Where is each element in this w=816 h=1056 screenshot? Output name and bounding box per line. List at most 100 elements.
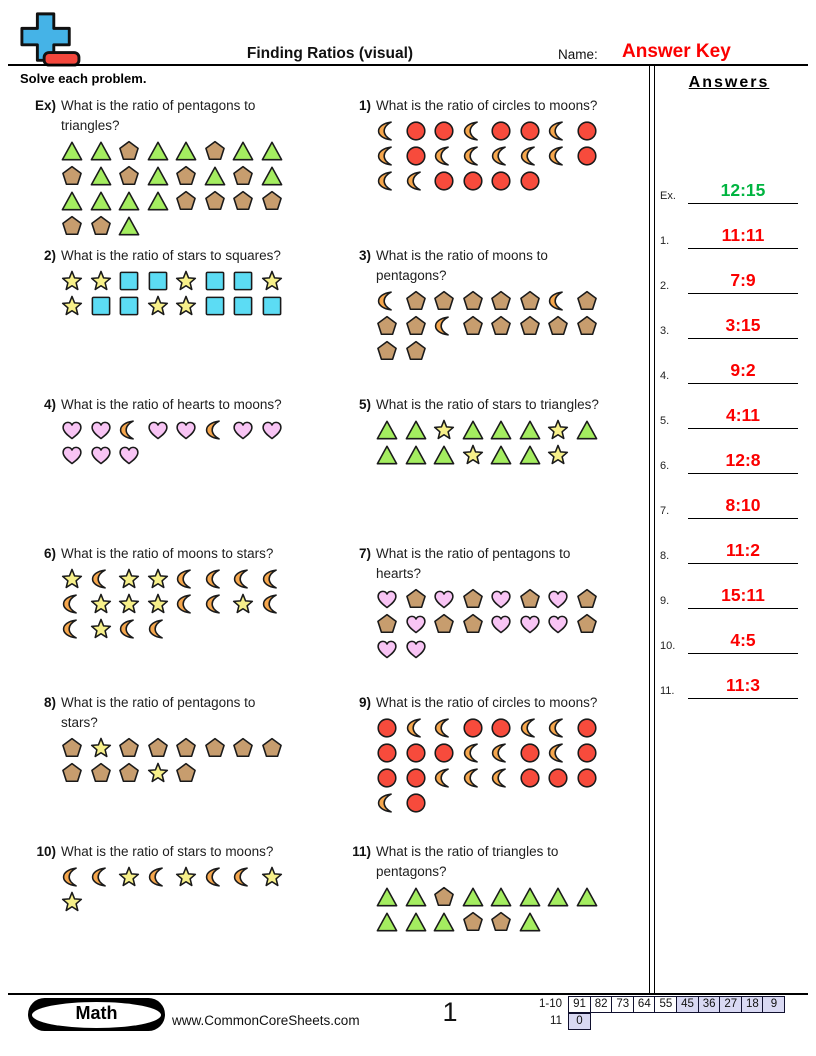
triangle-icon xyxy=(376,444,398,466)
moon-icon xyxy=(462,145,484,167)
answer-number: 8. xyxy=(660,550,670,562)
problem-number: 5) xyxy=(358,397,371,412)
problem-number: 11) xyxy=(352,844,371,859)
answer-value: 15:11 xyxy=(721,585,765,605)
shape-row xyxy=(376,588,653,613)
answers-panel: Answers Ex. 12:15 1. 11:11 2. 7:9 3. 3:15 4. 9:2 5… xyxy=(656,64,808,995)
pentagon-icon xyxy=(376,315,398,337)
problem-question: What is the ratio of triangles to pentago… xyxy=(376,844,559,879)
triangle-icon xyxy=(61,190,83,212)
pentagon-icon xyxy=(490,315,512,337)
pentagon-icon xyxy=(405,588,427,610)
star-icon xyxy=(147,568,169,590)
problem-number: 1) xyxy=(358,98,371,113)
heart-icon xyxy=(376,638,398,660)
answer-number: 11. xyxy=(660,685,675,697)
moon-icon xyxy=(462,120,484,142)
pentagon-icon xyxy=(433,613,455,635)
problem-question: What is the ratio of stars to triangles? xyxy=(376,397,599,412)
moon-icon xyxy=(519,717,541,739)
answer-row-10: 10. 4:5 xyxy=(660,620,798,654)
circle-icon xyxy=(433,120,455,142)
answer-blank-line xyxy=(688,383,798,384)
pentagon-icon xyxy=(118,140,140,162)
subject-badge-oval xyxy=(32,1001,161,1028)
shape-row xyxy=(61,762,338,787)
heart-icon xyxy=(519,613,541,635)
heart-icon xyxy=(90,419,112,441)
circle-icon xyxy=(519,742,541,764)
problem-2: 2) What is the ratio of stars to squares? xyxy=(26,246,338,320)
problem-number: 7) xyxy=(358,546,371,561)
moon-icon xyxy=(147,866,169,888)
problem-number: 6) xyxy=(43,546,56,561)
moon-icon xyxy=(261,568,283,590)
moon-icon xyxy=(490,145,512,167)
moon-icon xyxy=(376,792,398,814)
score-cell: 64 xyxy=(632,996,656,1013)
score-cell: 91 xyxy=(568,996,591,1013)
answer-blank-line xyxy=(688,203,798,204)
pentagon-icon xyxy=(232,165,254,187)
problem-question: What is the ratio of stars to moons? xyxy=(61,844,274,859)
heart-icon xyxy=(232,419,254,441)
shape-row xyxy=(376,767,653,792)
circle-icon xyxy=(405,120,427,142)
answer-blank-line xyxy=(688,563,798,564)
problem-question: What is the ratio of moons to pentagons? xyxy=(376,248,548,283)
moon-icon xyxy=(204,568,226,590)
pentagon-icon xyxy=(232,190,254,212)
pentagon-icon xyxy=(204,737,226,759)
triangle-icon xyxy=(405,444,427,466)
moon-icon xyxy=(376,120,398,142)
shape-grid xyxy=(61,140,338,240)
shape-row xyxy=(376,742,653,767)
moon-icon xyxy=(204,419,226,441)
moon-icon xyxy=(547,742,569,764)
star-icon xyxy=(61,295,83,317)
star-icon xyxy=(147,762,169,784)
answer-blank-line xyxy=(688,293,798,294)
shape-row xyxy=(61,295,338,320)
triangle-icon xyxy=(90,140,112,162)
shape-row xyxy=(376,290,653,315)
answer-blank-line xyxy=(688,608,798,609)
pentagon-icon xyxy=(462,588,484,610)
shape-row xyxy=(61,270,338,295)
square-icon xyxy=(261,295,283,317)
score-cells: 91 82 73 64 55 45 36 27 18 9 xyxy=(568,996,786,1013)
star-icon xyxy=(90,270,112,292)
square-icon xyxy=(118,270,140,292)
answer-number: 3. xyxy=(660,325,670,337)
shape-row xyxy=(376,444,653,469)
answer-blank-line xyxy=(688,338,798,339)
shape-row xyxy=(376,792,653,817)
moon-icon xyxy=(547,120,569,142)
square-icon xyxy=(232,295,254,317)
triangle-icon xyxy=(204,165,226,187)
score-cell: 9 xyxy=(762,996,786,1013)
moon-icon xyxy=(61,866,83,888)
answer-row-5: 5. 4:11 xyxy=(660,395,798,429)
score-cell: 45 xyxy=(676,996,700,1013)
answer-value: 3:15 xyxy=(725,315,761,335)
score-cells: 0 xyxy=(568,1013,591,1030)
moon-icon xyxy=(90,568,112,590)
triangle-icon xyxy=(547,886,569,908)
pentagon-icon xyxy=(175,762,197,784)
answer-blank-line xyxy=(688,248,798,249)
triangle-icon xyxy=(376,911,398,933)
circle-icon xyxy=(433,170,455,192)
answer-row-9: 9. 15:11 xyxy=(660,575,798,609)
shape-row xyxy=(376,170,653,195)
triangle-icon xyxy=(462,886,484,908)
moon-icon xyxy=(376,170,398,192)
heart-icon xyxy=(61,419,83,441)
circle-icon xyxy=(490,170,512,192)
answer-blank-line xyxy=(688,653,798,654)
problem-4: 4) What is the ratio of hearts to moons? xyxy=(26,395,338,469)
pentagon-icon xyxy=(90,762,112,784)
circle-icon xyxy=(376,742,398,764)
square-icon xyxy=(204,270,226,292)
circle-icon xyxy=(576,767,598,789)
